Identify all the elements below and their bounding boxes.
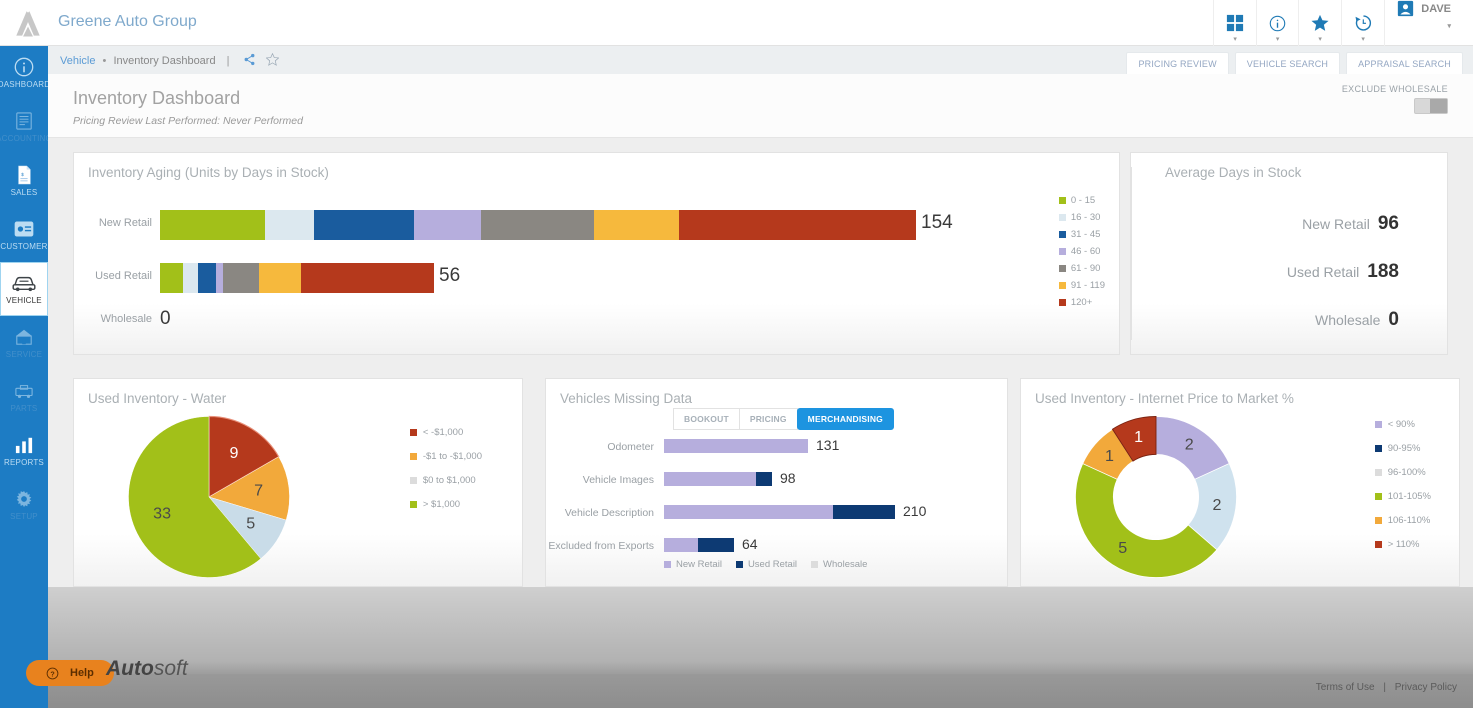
svg-text:?: ? (50, 670, 54, 678)
svg-text:1: 1 (1105, 447, 1114, 465)
svg-text:2: 2 (1185, 435, 1194, 453)
svg-text:5: 5 (1118, 539, 1127, 557)
svg-text:7: 7 (254, 481, 263, 499)
svg-text:9: 9 (230, 444, 239, 462)
svg-text:33: 33 (153, 504, 171, 522)
svg-text:$: $ (21, 172, 24, 177)
svg-text:1: 1 (1134, 428, 1143, 446)
svg-text:2: 2 (1212, 496, 1221, 514)
svg-text:5: 5 (246, 515, 255, 533)
